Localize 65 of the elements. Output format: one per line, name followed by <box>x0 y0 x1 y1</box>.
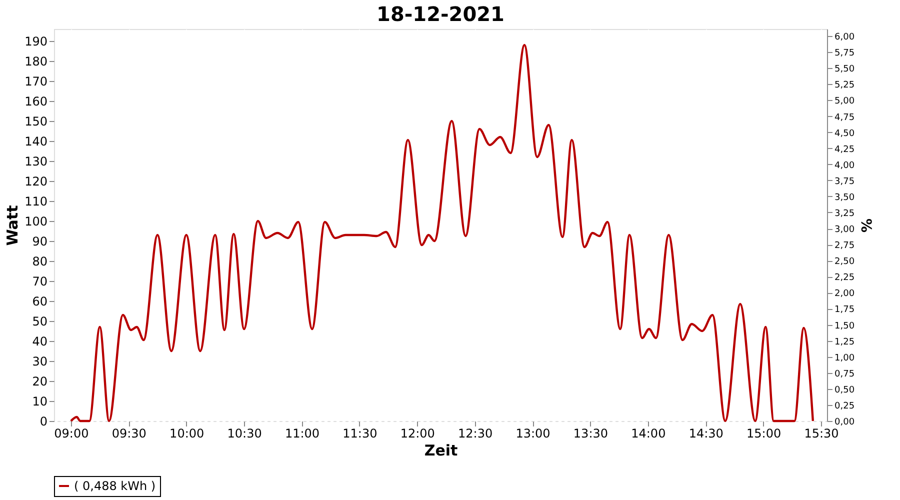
y2-tick-label: 0,25 <box>834 401 855 412</box>
y2-tick-label: 0,50 <box>834 385 855 396</box>
y-tick-label: 50 <box>32 314 48 328</box>
y-tick-label: 0 <box>40 414 48 428</box>
y2-tick-label: 3,50 <box>834 192 855 203</box>
y-tick-label: 80 <box>32 254 48 268</box>
y-axis-title: Watt <box>4 205 22 246</box>
y-tick-label: 70 <box>32 274 48 288</box>
y-tick-label: 40 <box>32 334 48 348</box>
x-tick-label: 12:00 <box>400 426 435 440</box>
y-tick-label: 170 <box>24 74 48 88</box>
y2-tick-label: 5,25 <box>834 80 855 91</box>
x-tick-label: 13:00 <box>516 426 550 440</box>
y2-tick-label: 4,75 <box>834 112 855 123</box>
x-tick-label: 11:30 <box>342 426 378 440</box>
x-tick-label: 14:30 <box>688 426 724 440</box>
chart-title: 18-12-2021 <box>376 2 504 26</box>
y2-tick-label: 4,00 <box>834 160 855 171</box>
y2-tick-label: 5,00 <box>834 96 855 107</box>
x-tick-label: 11:00 <box>284 426 320 440</box>
y2-tick-label: 2,75 <box>834 241 855 252</box>
y-tick-label: 130 <box>24 154 48 168</box>
legend-label: ( 0,488 kWh ) <box>74 479 156 493</box>
x-tick-label: 10:00 <box>170 426 204 440</box>
y2-tick-label: 4,50 <box>834 128 855 139</box>
y2-tick-label: 3,75 <box>834 176 855 187</box>
y2-tick-label: 0,00 <box>834 418 855 428</box>
x-tick-label: 09:30 <box>112 426 146 440</box>
y2-tick-label: 2,50 <box>834 257 855 268</box>
y2-tick-label: 6,00 <box>834 32 855 43</box>
x-tick-label: 13:30 <box>573 426 608 440</box>
x-tick-label: 12:30 <box>458 426 493 440</box>
y-tick-label: 100 <box>24 214 48 228</box>
y2-tick-label: 2,00 <box>834 289 855 300</box>
y2-tick-label: 4,25 <box>834 144 855 155</box>
x-tick-label: 15:30 <box>804 426 839 440</box>
y2-tick-label: 2,25 <box>834 273 855 284</box>
y2-axis-title: % <box>858 218 874 233</box>
x-tick-label: 14:00 <box>631 426 666 440</box>
y2-tick-label: 1,00 <box>834 353 855 364</box>
y-tick-label: 180 <box>24 54 48 68</box>
y-tick-label: 30 <box>32 354 48 368</box>
y2-tick-label: 1,50 <box>834 321 855 332</box>
y-tick-label: 120 <box>24 174 48 188</box>
y2-tick-label: 1,25 <box>834 337 855 348</box>
line-series <box>70 44 814 422</box>
y-tick-label: 140 <box>24 134 48 148</box>
y2-tick-label: 1,75 <box>834 305 855 316</box>
y2-tick-label: 5,75 <box>834 48 855 59</box>
y-tick-label: 90 <box>32 234 48 248</box>
x-tick-label: 15:00 <box>746 426 782 440</box>
y2-tick-label: 3,25 <box>834 208 855 219</box>
y2-tick-label: 3,00 <box>834 225 855 236</box>
y-tick-label: 160 <box>24 94 48 108</box>
y-tick-label: 20 <box>32 374 48 388</box>
y-tick-label: 150 <box>24 114 48 128</box>
y-tick-label: 110 <box>24 194 48 208</box>
x-tick-label: 10:30 <box>227 426 262 440</box>
y2-tick-label: 0,75 <box>834 369 855 380</box>
y-tick-label: 60 <box>32 294 48 308</box>
x-axis-title: Zeit <box>424 442 458 460</box>
x-tick-label: 09:00 <box>54 426 89 440</box>
y2-tick-label: 5,50 <box>834 64 855 75</box>
y-tick-label: 190 <box>24 34 48 48</box>
y-tick-label: 10 <box>32 394 48 408</box>
